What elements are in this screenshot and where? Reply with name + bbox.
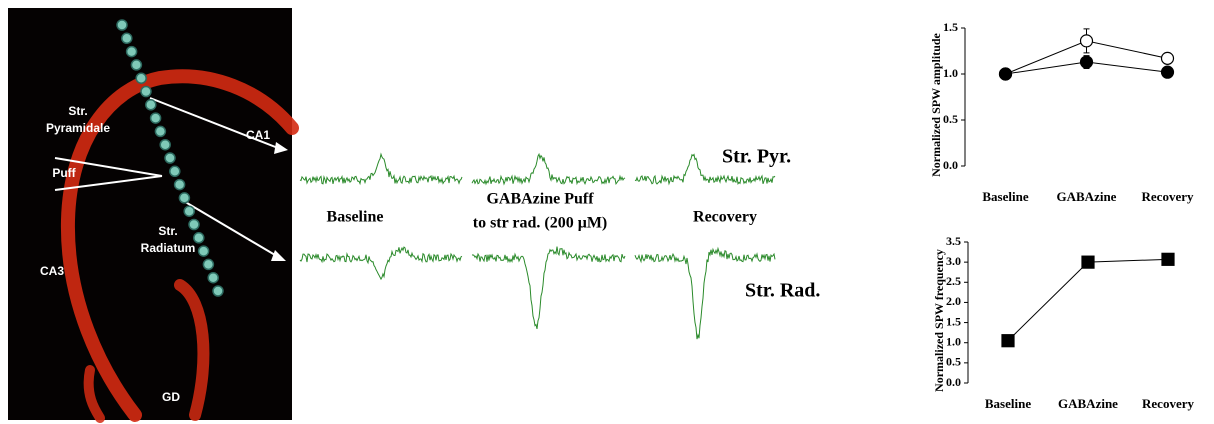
trace — [634, 153, 776, 186]
y-tick-label: 3.5 — [946, 234, 961, 248]
x-tick-label: GABAzine — [1058, 396, 1118, 411]
x-tick-label: Baseline — [982, 189, 1028, 204]
traces — [299, 152, 776, 340]
y-tick-label: 1.0 — [943, 66, 958, 80]
electrode-site — [193, 232, 205, 244]
electrode-site — [164, 152, 176, 164]
y-axis-label: Normalized SPW frequency — [932, 249, 946, 392]
trace — [634, 246, 776, 340]
electrode-site — [135, 72, 147, 84]
image-label: Puff — [52, 166, 76, 180]
y-tick-label: 2.0 — [946, 294, 961, 308]
electrode-site — [207, 271, 219, 284]
electrode-site — [173, 178, 186, 191]
x-tick-label: Recovery — [1142, 189, 1194, 204]
electrode — [116, 19, 224, 297]
electrode-site — [125, 45, 138, 58]
x-tick-label: Recovery — [1142, 396, 1194, 411]
electrode-site — [149, 112, 162, 124]
y-tick-label: 3.0 — [946, 254, 961, 268]
y-tick-label: 2.5 — [946, 274, 961, 288]
row-label: Str. Pyr. — [722, 146, 791, 168]
marker — [998, 67, 1013, 81]
condition-label: Recovery — [693, 209, 757, 226]
image-label: Str. — [68, 104, 87, 118]
image-label: CA1 — [246, 128, 270, 142]
marker — [1001, 334, 1015, 348]
image-label: Str. — [158, 224, 177, 238]
electrode-site — [178, 192, 191, 204]
trace — [471, 152, 626, 186]
y-tick-label: 0.5 — [943, 112, 958, 126]
electrode-site — [145, 99, 157, 111]
row-label: Str. Rad. — [745, 280, 820, 302]
marker — [1161, 252, 1175, 266]
marker — [1081, 255, 1095, 269]
image-label: Radiatum — [141, 241, 196, 255]
image-label: CA3 — [40, 264, 64, 278]
image-label: Pyramidale — [46, 121, 110, 135]
marker — [1160, 51, 1175, 65]
electrode-site — [140, 85, 152, 98]
electrode-site — [212, 285, 224, 297]
y-tick-label: 1.0 — [946, 334, 961, 348]
y-tick-label: 1.5 — [943, 20, 958, 34]
trace — [471, 246, 626, 330]
electrode-site — [130, 59, 143, 71]
image-label: GD — [162, 390, 180, 404]
trace — [299, 246, 463, 281]
y-axis-label: Normalized SPW amplitude — [929, 32, 943, 176]
arrowheads — [271, 142, 288, 261]
marker — [1079, 34, 1094, 48]
electrode-site — [159, 138, 171, 151]
electrode-site — [116, 19, 128, 31]
electrode-site — [202, 258, 215, 271]
y-tick-label: 0.0 — [946, 375, 961, 389]
y-tick-label: 0.0 — [943, 158, 958, 172]
condition-label: to str rad. (200 μM) — [473, 215, 608, 232]
electrode-site — [197, 245, 210, 257]
electrode-site — [121, 32, 133, 45]
electrode-site — [183, 205, 195, 217]
condition-label: Baseline — [327, 209, 384, 226]
puff-lines — [54, 97, 279, 256]
electrode-site — [154, 125, 167, 138]
x-tick-label: Baseline — [985, 396, 1031, 411]
marker — [1079, 55, 1094, 69]
marker — [1160, 65, 1175, 79]
electrode-site — [169, 165, 181, 178]
x-tick-label: GABAzine — [1057, 189, 1117, 204]
micrograph — [8, 8, 292, 420]
y-tick-label: 0.5 — [946, 355, 961, 369]
series-line — [1007, 258, 1169, 342]
condition-label: GABAzine Puff — [486, 191, 594, 208]
electrode-site — [188, 218, 200, 231]
y-tick-label: 1.5 — [946, 314, 961, 328]
trace — [299, 152, 463, 186]
cell-layers — [60, 69, 299, 423]
